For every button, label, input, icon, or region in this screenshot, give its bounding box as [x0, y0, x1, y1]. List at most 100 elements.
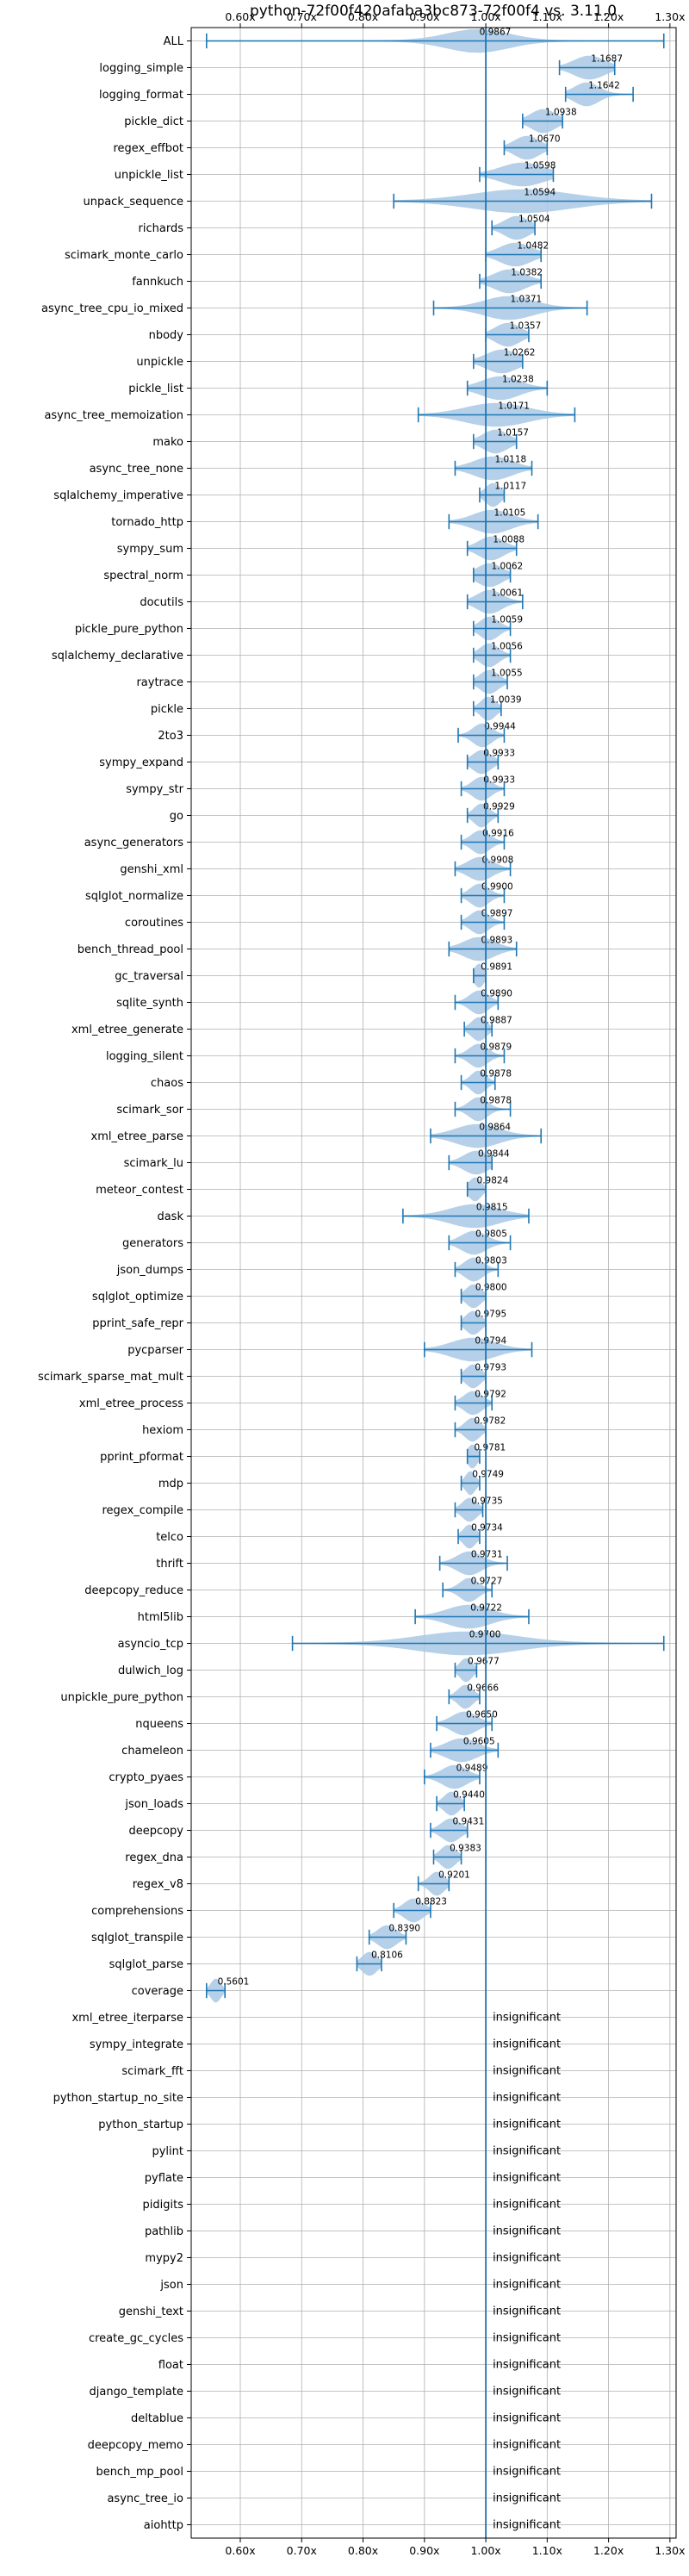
grid-layer	[191, 28, 676, 2538]
value-label: 1.1687	[591, 54, 623, 65]
benchmark-label: pprint_safe_repr	[92, 1317, 183, 1330]
benchmark-label: deepcopy	[128, 1825, 183, 1838]
value-label: 0.9815	[476, 1203, 508, 1213]
benchmark-label: html5lib	[138, 1611, 183, 1624]
value-label: 0.9731	[471, 1550, 503, 1560]
top-tick-label: 1.20x	[593, 10, 624, 23]
benchmark-label: scimark_sparse_mat_mult	[38, 1371, 183, 1384]
value-label: 0.9867	[480, 28, 512, 38]
insignificant-label: insignificant	[493, 2305, 561, 2318]
value-label: 1.0371	[511, 295, 543, 305]
benchmark-label: sqlglot_parse	[109, 1958, 183, 1971]
benchmark-label: logging_format	[99, 89, 183, 102]
value-label: 1.0055	[491, 669, 523, 679]
value-label: 0.9781	[474, 1443, 506, 1453]
benchmark-label: sympy_integrate	[90, 2038, 183, 2051]
benchmark-label: async_tree_memoization	[44, 409, 183, 422]
value-label: 0.9734	[471, 1523, 503, 1534]
insignificant-label: insignificant	[493, 2145, 561, 2158]
benchmark-label: sympy_sum	[117, 543, 183, 556]
value-label: 1.0262	[504, 348, 536, 358]
insignificant-label: insignificant	[493, 2092, 561, 2105]
value-label: 1.0238	[502, 375, 534, 385]
benchmark-label: sqlglot_optimize	[92, 1291, 183, 1304]
benchmark-label: fannkuch	[132, 276, 183, 289]
benchmark-label: pickle_dict	[124, 115, 183, 128]
chart-title: python-72f00f420afaba3bc873-72f00f4 vs. …	[250, 3, 617, 20]
value-label: 0.8106	[371, 1951, 403, 1961]
benchmark-label: pidigits	[143, 2199, 184, 2212]
bottom-tick-label: 1.30x	[655, 2544, 685, 2557]
benchmark-label: thrift	[156, 1558, 183, 1571]
benchmark-label: sqlite_synth	[116, 997, 183, 1010]
value-label: 1.0088	[493, 535, 525, 545]
benchmark-label: sqlglot_normalize	[85, 890, 183, 903]
benchmark-label: dulwich_log	[118, 1664, 183, 1677]
value-label: 0.9794	[475, 1336, 506, 1347]
value-label: 1.0059	[491, 615, 523, 625]
benchmark-label: scimark_sor	[116, 1104, 183, 1117]
insignificant-label: insignificant	[493, 2038, 561, 2051]
benchmark-label: xml_etree_generate	[71, 1024, 183, 1036]
benchmark-label: async_tree_none	[90, 463, 183, 476]
value-label: 0.9890	[481, 989, 512, 999]
value-label: 0.9893	[481, 936, 512, 946]
benchmark-label: chameleon	[121, 1745, 183, 1758]
benchmark-label: sympy_str	[126, 783, 183, 796]
value-label: 0.9900	[481, 882, 513, 893]
benchmark-label: json	[159, 2279, 183, 2292]
benchmark-label: pyflate	[145, 2172, 183, 2185]
benchmark-label: gc_traversal	[115, 970, 183, 983]
value-label: 0.9805	[475, 1229, 507, 1240]
value-label: 0.9431	[453, 1817, 485, 1827]
insignificant-label: insignificant	[493, 2466, 561, 2479]
benchmark-label: unpickle	[136, 356, 183, 369]
benchmark-label: mypy2	[145, 2252, 183, 2265]
value-label: 0.9201	[438, 1870, 470, 1881]
value-label: 0.9844	[478, 1149, 510, 1160]
benchmark-label: dask	[157, 1210, 183, 1223]
benchmark-label: json_dumps	[116, 1264, 183, 1277]
insignificant-label: insignificant	[493, 2119, 561, 2131]
benchmark-label: generators	[122, 1237, 183, 1250]
benchmark-label: xml_etree_iterparse	[71, 2012, 183, 2025]
value-label: 1.0061	[491, 588, 523, 599]
benchmark-label: genshi_xml	[120, 863, 183, 876]
benchmark-label: pathlib	[145, 2225, 183, 2238]
value-label: 0.9650	[466, 1710, 498, 1720]
benchmark-label: meteor_contest	[96, 1184, 183, 1197]
benchmark-label: django_template	[90, 2386, 183, 2399]
value-label: 1.0039	[490, 695, 522, 706]
benchmark-label: bench_thread_pool	[78, 943, 183, 956]
value-label: 0.9795	[475, 1310, 506, 1320]
benchmark-label: unpickle_list	[115, 169, 183, 182]
insignificant-label: insignificant	[493, 2519, 561, 2532]
benchmark-label: python_startup_no_site	[53, 2092, 183, 2105]
bottom-tick-label: 1.10x	[532, 2544, 562, 2557]
value-label: 1.0482	[517, 241, 549, 252]
benchmark-label: pprint_pformat	[100, 1451, 183, 1464]
benchmark-label: coverage	[132, 1985, 183, 1998]
benchmark-label: regex_dna	[125, 1851, 183, 1864]
benchmark-label: crypto_pyaes	[109, 1771, 183, 1784]
benchmark-label: 2to3	[158, 730, 183, 743]
benchmark-label: mako	[152, 436, 183, 449]
value-label: 1.0594	[524, 188, 556, 198]
insignificant-label: insignificant	[493, 2065, 561, 2078]
insignificant-label: insignificant	[493, 2199, 561, 2212]
benchmark-label: regex_compile	[102, 1504, 183, 1517]
value-label: 0.9800	[475, 1283, 507, 1293]
value-label: 1.0105	[494, 508, 526, 519]
axis-layer: 0.60x 0.60x 0.70x 0.70x 0.80x 0.80x 0.90x 0.90x…	[38, 10, 685, 2557]
benchmark-label: pickle_pure_python	[75, 623, 183, 636]
value-label: 1.0504	[518, 215, 550, 225]
top-tick-label: 0.60x	[225, 10, 255, 23]
benchmark-label: aiohttp	[144, 2519, 183, 2532]
insignificant-label: insignificant	[493, 2225, 561, 2238]
benchmark-label: spectral_norm	[103, 569, 183, 582]
bottom-tick-label: 1.20x	[593, 2544, 624, 2557]
value-label: 0.9749	[472, 1470, 504, 1480]
benchmark-label: float	[158, 2359, 183, 2372]
value-label: 0.9878	[480, 1069, 512, 1080]
bottom-tick-label: 0.90x	[409, 2544, 439, 2557]
